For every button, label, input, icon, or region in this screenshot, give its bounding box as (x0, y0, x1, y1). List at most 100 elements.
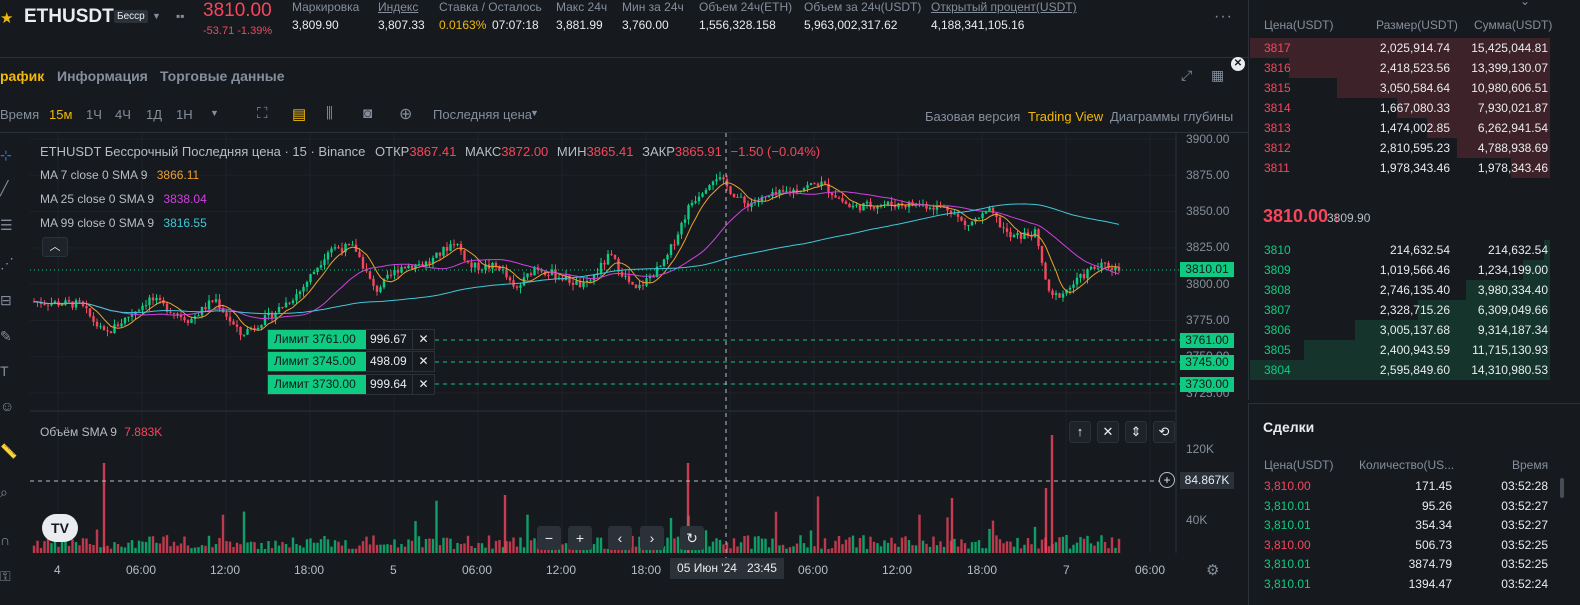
tab-chart[interactable]: рафик (0, 68, 45, 84)
bars-icon[interactable]: ▪▪ (176, 9, 185, 23)
camera-icon[interactable]: ◙ (363, 105, 373, 122)
interval-4h[interactable]: 4Ч (115, 107, 131, 122)
candle-body (225, 312, 228, 317)
add-icon[interactable]: ⊕ (399, 106, 413, 123)
volume-bar (417, 536, 421, 553)
stat-label-open-interest[interactable]: Открытый процент(USDT) (931, 0, 1077, 14)
volume-bar (158, 543, 162, 553)
collapse-legend-button[interactable]: ︿ (42, 237, 68, 257)
limit-order-label[interactable]: Лимит 3745.00 (268, 352, 366, 371)
ob-ask-row[interactable]: 3811 1,978,343.46 1,978,343.46 (1250, 158, 1550, 178)
ruler-tool-icon[interactable]: 📏 (0, 443, 18, 459)
depth-bar (1427, 118, 1550, 138)
interval-15m[interactable]: 15м (49, 107, 73, 122)
chart-svg[interactable] (0, 133, 1248, 605)
close-panel-icon[interactable]: ✕ (1097, 421, 1119, 443)
more-icon[interactable]: ··· (1214, 8, 1233, 25)
maximize-panel-icon[interactable]: ⟲ (1153, 421, 1175, 443)
text-tool-icon[interactable]: T (0, 363, 9, 379)
add-alert-icon[interactable]: + (1159, 472, 1175, 488)
candle-body (270, 312, 274, 319)
price-type-select[interactable]: Последняя цена (433, 107, 532, 122)
view-basic[interactable]: Базовая версия (925, 109, 1021, 124)
ob-bid-row[interactable]: 3810 214,632.54 214,632.54 (1250, 240, 1550, 260)
trendline-tool-icon[interactable]: ╱ (0, 180, 9, 196)
arrow-up-icon[interactable]: ↑ (1069, 421, 1091, 443)
ob-mid-price[interactable]: 3810.00 ↓ (1263, 206, 1340, 227)
crosshair-tool-icon[interactable]: ⊹ (0, 147, 12, 163)
ob-ask-row[interactable]: 3813 1,474,002.85 6,262,941.54 (1250, 118, 1550, 138)
candlestick-icon[interactable]: ⫼ (326, 105, 333, 122)
limit-order-label[interactable]: Лимит 3761.00 (268, 330, 366, 349)
ma25-legend[interactable]: MA 25 close 0 SMA 9 3838.04 (40, 192, 207, 206)
ob-ask-row[interactable]: 3815 3,050,584.64 10,980,606.51 (1250, 78, 1550, 98)
magnet-tool-icon[interactable]: ∩ (0, 532, 11, 548)
ma7-legend[interactable]: MA 7 close 0 SMA 9 3866.11 (40, 168, 199, 182)
limit-order[interactable]: Лимит 3761.00 996.67 ✕ (267, 329, 435, 350)
settings-gear-icon[interactable]: ⚙ (1206, 562, 1220, 579)
projection-tool-icon[interactable]: ⊟ (0, 292, 12, 308)
chevron-icon[interactable]: ⌄ (1520, 0, 1531, 8)
cancel-order-icon[interactable]: ✕ (412, 352, 434, 371)
lock-tool-icon[interactable]: ⚿ (0, 568, 11, 584)
candle-body (337, 247, 340, 249)
candle-body (295, 294, 298, 301)
expand-icon[interactable]: ⤢ (1181, 67, 1193, 83)
favorite-star-icon[interactable]: ★ (0, 10, 14, 27)
ob-bid-row[interactable]: 3806 3,005,137.68 9,314,187.34 (1250, 320, 1550, 340)
limit-order-label[interactable]: Лимит 3730.00 (268, 375, 366, 394)
interval-1h[interactable]: 1Ч (86, 107, 102, 122)
ob-bid-row[interactable]: 3808 2,746,135.40 3,980,334.40 (1250, 280, 1550, 300)
chevron-down-icon[interactable]: ▼ (152, 11, 161, 21)
ob-bid-row[interactable]: 3807 2,328,715.26 6,309,049.66 (1250, 300, 1550, 320)
chevron-down-icon[interactable]: ▼ (210, 108, 219, 118)
zoom-tool-icon[interactable]: ⌕ (0, 484, 8, 500)
pattern-tool-icon[interactable]: ⋰ (0, 255, 14, 271)
brush-tool-icon[interactable]: ✎ (0, 328, 12, 344)
ma99-legend[interactable]: MA 99 close 0 SMA 9 3816.55 (40, 216, 207, 230)
trade-cell-price: 3,810.00 (1264, 537, 1311, 552)
limit-order[interactable]: Лимит 3730.00 999.64 ✕ (267, 374, 435, 395)
ob-ask-row[interactable]: 3817 2,025,914.74 15,425,044.81 (1250, 38, 1550, 58)
ob-ask-row[interactable]: 3814 1,667,080.33 7,930,021.87 (1250, 98, 1550, 118)
view-tradingview[interactable]: Trading View (1028, 109, 1104, 124)
interval-1d[interactable]: 1Д (146, 107, 163, 122)
volume-bar (515, 546, 519, 553)
trade-cell-time: 03:52:24 (1501, 576, 1548, 591)
indicator-chart-icon[interactable]: ⛶ (257, 105, 268, 122)
time-axis-label: 06:00 (462, 563, 493, 577)
stat-label-index[interactable]: Индекс (378, 0, 419, 14)
symbol-name[interactable]: ETHUSDT (24, 6, 114, 27)
collapse-panel-icon[interactable]: ⇕ (1125, 421, 1147, 443)
ob-bid-row[interactable]: 3805 2,400,943.59 11,715,130.93 (1250, 340, 1550, 360)
zoom-in-button[interactable]: + (568, 526, 592, 550)
layout-grid-icon[interactable]: ▦ (1211, 67, 1225, 83)
zoom-out-button[interactable]: − (537, 526, 561, 550)
close-icon[interactable]: ✕ (1231, 57, 1245, 71)
reset-chart-button[interactable]: ↻ (680, 526, 704, 550)
scroll-left-button[interactable]: ‹ (608, 526, 632, 550)
stat-value-high: 3,881.99 (556, 18, 603, 32)
emoji-tool-icon[interactable]: ☺ (0, 398, 15, 414)
view-depth[interactable]: Диаграммы глубины (1110, 109, 1234, 124)
chevron-down-icon[interactable]: ▼ (530, 108, 539, 118)
ob-ask-row[interactable]: 3816 2,418,523.56 13,399,130.07 (1250, 58, 1550, 78)
ob-bid-row[interactable]: 3804 2,595,849.60 14,310,980.53 (1250, 360, 1550, 380)
interval-1w[interactable]: 1Н (176, 107, 193, 122)
scrollbar[interactable] (1560, 478, 1564, 498)
chart-area[interactable] (0, 132, 1248, 605)
tab-info[interactable]: Информация (57, 68, 148, 84)
candle-body (655, 266, 659, 278)
cancel-order-icon[interactable]: ✕ (412, 330, 434, 349)
volume-legend[interactable]: Объём SMA 9 7.883K (40, 425, 162, 439)
tradingview-logo-icon[interactable]: TV (42, 514, 78, 542)
tab-trading-data[interactable]: Торговые данные (160, 68, 285, 84)
limit-order[interactable]: Лимит 3745.00 498.09 ✕ (267, 351, 435, 372)
template-icon[interactable]: ▤ (292, 106, 307, 123)
ob-ask-row[interactable]: 3812 2,810,595.23 4,788,938.69 (1250, 138, 1550, 158)
cancel-order-icon[interactable]: ✕ (412, 375, 434, 394)
ob-bid-row[interactable]: 3809 1,019,566.46 1,234,199.00 (1250, 260, 1550, 280)
scroll-right-button[interactable]: › (640, 526, 664, 550)
volume-bar (1026, 538, 1030, 553)
horizontal-line-tool-icon[interactable]: ☰ (0, 217, 13, 233)
